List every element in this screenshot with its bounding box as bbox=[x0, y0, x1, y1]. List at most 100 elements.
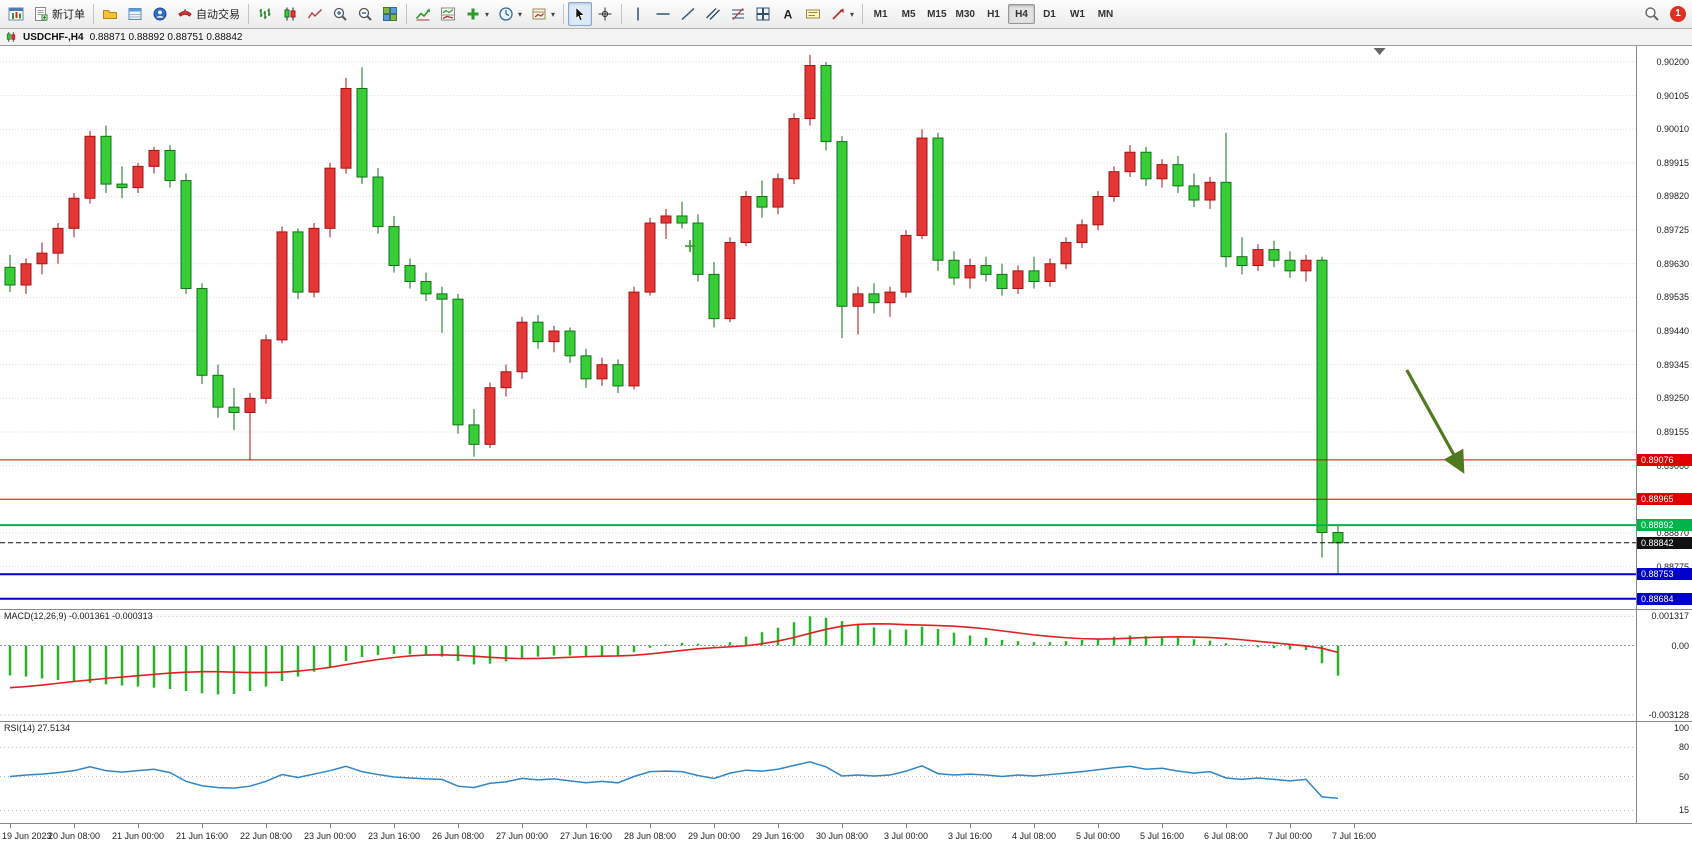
toolbar-right: 1 bbox=[1640, 2, 1688, 26]
time-tick bbox=[842, 824, 843, 828]
search-button[interactable] bbox=[1640, 2, 1664, 26]
templates-button[interactable]: ▾ bbox=[527, 2, 559, 26]
bar-chart-button[interactable] bbox=[253, 2, 277, 26]
price-tag: 0.88842 bbox=[1637, 536, 1692, 549]
zoom-out-icon bbox=[358, 7, 372, 21]
time-tick bbox=[906, 824, 907, 828]
rsi-axis-label: 80 bbox=[1678, 742, 1689, 753]
channel-button[interactable] bbox=[701, 2, 725, 26]
new-order-icon bbox=[35, 7, 48, 21]
timeframe-m5[interactable]: M5 bbox=[895, 4, 922, 24]
price-axis[interactable]: 0.90200 0.90105 0.90010 0.89915 0.89820 0.897… bbox=[1636, 46, 1692, 609]
tile-windows-icon bbox=[383, 7, 397, 21]
timeframe-m30[interactable]: M30 bbox=[952, 4, 979, 24]
new-chart-button[interactable] bbox=[4, 2, 28, 26]
rsi-axis-label: 100 bbox=[1673, 723, 1689, 733]
chart-window-icon bbox=[6, 32, 16, 42]
macd-plot[interactable]: MACD(12,26,9) -0.001361 -0.000313 bbox=[0, 610, 1636, 721]
text-button[interactable]: A bbox=[776, 2, 800, 26]
time-tick bbox=[202, 824, 203, 828]
rsi-line bbox=[9, 761, 1339, 800]
timeframe-h4[interactable]: H4 bbox=[1007, 4, 1035, 24]
price-axis-label: 0.89155 bbox=[1656, 426, 1689, 437]
toolbar-separator bbox=[406, 4, 407, 24]
line-chart-button[interactable] bbox=[303, 2, 327, 26]
cursor-button[interactable] bbox=[568, 2, 593, 26]
chart-title-bar: USDCHF-,H4 0.88871 0.88892 0.88751 0.888… bbox=[0, 29, 1692, 46]
time-axis-label: 21 Jun 16:00 bbox=[175, 831, 229, 841]
time-axis-label: 28 Jun 08:00 bbox=[623, 831, 677, 841]
zoom-in-button[interactable] bbox=[328, 2, 352, 26]
profiles-button[interactable] bbox=[98, 2, 122, 26]
indicators-button[interactable] bbox=[411, 2, 435, 26]
timeframe-m1[interactable]: M1 bbox=[867, 4, 894, 24]
rsi-axis-label: 15 bbox=[1678, 805, 1689, 816]
fibonacci-button[interactable] bbox=[726, 2, 750, 26]
arrows-button[interactable]: ▾ bbox=[826, 2, 858, 26]
autotrading-button[interactable]: 自动交易 bbox=[173, 2, 244, 26]
profiles-icon bbox=[103, 10, 117, 19]
time-axis-label: 29 Jun 16:00 bbox=[751, 831, 805, 841]
time-axis-label: 7 Jul 16:00 bbox=[1331, 831, 1377, 841]
tile-windows-button[interactable] bbox=[378, 2, 402, 26]
chevron-down-icon: ▾ bbox=[518, 9, 523, 19]
vertical-line-button[interactable] bbox=[626, 2, 650, 26]
text-label-button[interactable] bbox=[801, 2, 825, 26]
macd-axis[interactable]: 0.001317 0.00 -0.003128 bbox=[1636, 610, 1692, 721]
community-button[interactable] bbox=[148, 2, 172, 26]
periods-button[interactable]: ▾ bbox=[494, 2, 526, 26]
timeframe-d1[interactable]: D1 bbox=[1036, 4, 1063, 24]
shapes-icon bbox=[756, 7, 770, 21]
new-order-label: 新订单 bbox=[52, 9, 85, 21]
time-axis-label: 5 Jul 00:00 bbox=[1075, 831, 1121, 841]
timeframe-h1[interactable]: H1 bbox=[980, 4, 1007, 24]
indicator-window-button[interactable] bbox=[436, 2, 460, 26]
price-tag: 0.88965 bbox=[1637, 493, 1692, 506]
time-tick bbox=[1354, 824, 1355, 828]
macd-axis-label: -0.003128 bbox=[1648, 709, 1689, 720]
chart-shift-marker[interactable] bbox=[1373, 48, 1386, 55]
price-axis-label: 0.89725 bbox=[1656, 225, 1689, 236]
candlestick-series bbox=[4, 54, 1344, 576]
zoom-out-button[interactable] bbox=[353, 2, 377, 26]
arrows-icon bbox=[832, 8, 844, 20]
toolbar-separator bbox=[248, 4, 249, 24]
fibonacci-icon bbox=[732, 8, 745, 20]
add-indicator-button[interactable]: ▾ bbox=[461, 2, 493, 26]
market-watch-icon bbox=[128, 8, 142, 20]
crosshair-button[interactable] bbox=[593, 2, 617, 26]
candlestick-chart-button[interactable] bbox=[278, 2, 302, 26]
trendline-button[interactable] bbox=[676, 2, 700, 26]
toolbar: 新订单 自动交易 bbox=[0, 0, 1692, 29]
rsi-axis[interactable]: 100 80 50 15 bbox=[1636, 722, 1692, 823]
down-arrow-annotation[interactable] bbox=[1405, 369, 1465, 474]
rsi-pane: RSI(14) 27.5134 100 80 50 15 bbox=[0, 722, 1692, 824]
price-axis-label: 0.89915 bbox=[1656, 157, 1689, 168]
toolbar-separator bbox=[621, 4, 623, 24]
chevron-down-icon: ▾ bbox=[485, 9, 490, 19]
autotrading-label: 自动交易 bbox=[196, 9, 240, 21]
time-tick bbox=[1162, 824, 1163, 828]
templates-icon bbox=[532, 8, 546, 20]
timeframe-w1[interactable]: W1 bbox=[1064, 4, 1091, 24]
price-tag: 0.89076 bbox=[1637, 453, 1692, 466]
text-label-icon bbox=[806, 9, 821, 19]
new-order-button[interactable]: 新订单 bbox=[29, 2, 89, 26]
market-watch-button[interactable] bbox=[123, 2, 147, 26]
time-axis-label: 21 Jun 00:00 bbox=[111, 831, 165, 841]
horizontal-line-button[interactable] bbox=[651, 2, 675, 26]
time-axis-label: 29 Jun 00:00 bbox=[687, 831, 741, 841]
time-tick bbox=[714, 824, 715, 828]
price-chart-plot[interactable] bbox=[0, 46, 1636, 609]
rsi-plot[interactable]: RSI(14) 27.5134 bbox=[0, 722, 1636, 823]
indicators-icon bbox=[415, 8, 430, 21]
time-axis[interactable]: 19 Jun 2023 20 Jun 08:00 21 Jun 00:00 21 Ju… bbox=[0, 824, 1692, 850]
timeframe-mn[interactable]: MN bbox=[1092, 4, 1119, 24]
timeframe-m15[interactable]: M15 bbox=[923, 4, 950, 24]
shapes-button[interactable] bbox=[751, 2, 775, 26]
notification-badge[interactable]: 1 bbox=[1670, 6, 1686, 22]
macd-canvas bbox=[0, 615, 1636, 716]
time-axis-label: 3 Jul 16:00 bbox=[947, 831, 993, 841]
crosshair-marker[interactable] bbox=[685, 240, 695, 253]
price-tag: 0.88753 bbox=[1637, 568, 1692, 581]
